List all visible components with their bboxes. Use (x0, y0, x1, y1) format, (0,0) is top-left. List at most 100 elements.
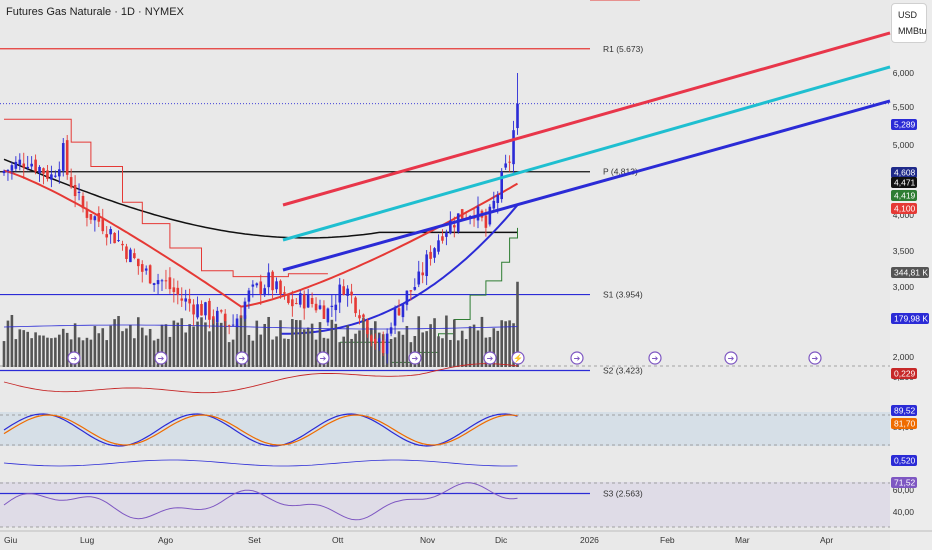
dividend-event-icon[interactable] (570, 351, 584, 365)
volume-bar (314, 339, 318, 367)
volume-bar (251, 340, 255, 367)
dividend-event-icon[interactable] (316, 351, 330, 365)
volume-bar (255, 320, 259, 367)
currency-unit-selector[interactable]: USD MMBtu (891, 3, 927, 43)
candle-body (77, 191, 81, 193)
volume-bar (192, 326, 195, 367)
candle-body (10, 165, 14, 171)
volume-bar (73, 323, 77, 367)
price-axis-tick: 2,000 (893, 352, 915, 362)
lightning-glyph: ⚡ (513, 353, 523, 363)
price-axis-tick: 4,000 (893, 210, 915, 220)
volume-bar (50, 338, 53, 367)
dividend-event-icon[interactable] (154, 351, 168, 365)
volume-bar (85, 337, 89, 367)
volume-bar (480, 316, 484, 367)
time-axis-label: Feb (660, 535, 675, 545)
volume-bar (476, 330, 480, 367)
candle-body (97, 213, 101, 222)
volume-bar (362, 317, 365, 367)
candle-body (484, 215, 488, 228)
volume-bar (441, 338, 444, 367)
dividend-event-icon[interactable] (67, 351, 81, 365)
volume-bar (271, 339, 274, 367)
volume-bar (492, 328, 496, 367)
dividend-event-icon[interactable] (483, 351, 497, 365)
candle-body (413, 287, 417, 290)
dividend-event-icon[interactable] (724, 351, 738, 365)
dividend-event-icon[interactable] (235, 351, 249, 365)
candle-body (109, 229, 112, 235)
candle-body (34, 159, 37, 172)
price-axis-tick: 6,000 (893, 68, 915, 78)
volume-bar (105, 340, 108, 367)
candle-body (322, 305, 326, 319)
candle-body (488, 206, 492, 225)
volume-bar (468, 326, 472, 367)
volume-bar (168, 336, 172, 367)
candle-body (476, 206, 480, 221)
volume-bar (429, 324, 432, 367)
trendline-blue (282, 99, 891, 272)
candle-body (342, 286, 345, 295)
candle-body (334, 304, 338, 311)
volume-bar (200, 317, 203, 367)
volume-bar (227, 342, 231, 367)
volume-bar (46, 337, 49, 367)
indicator-blue-line (3, 459, 518, 467)
volume-bar (464, 339, 468, 367)
moving-average-200 (3, 158, 518, 239)
volume-bar (22, 330, 26, 367)
volume-bar (61, 328, 65, 367)
candle-body (453, 225, 456, 228)
stochastic-k-line (3, 413, 518, 447)
candle-body (271, 271, 274, 291)
price-badge-text: 4,100 (894, 204, 916, 214)
volume-bar (212, 318, 215, 367)
volume-bar (287, 338, 290, 367)
indicator-axis-tick: 40,00 (893, 507, 915, 517)
volume-bar (184, 332, 187, 367)
volume-bar (310, 323, 314, 367)
volume-bar (219, 322, 223, 367)
arrow-glyph: ➔ (812, 354, 819, 363)
volume-bar (504, 321, 507, 367)
candle-body (235, 318, 239, 328)
pivot-level-label: S1 (3.954) (603, 290, 643, 300)
price-axis-tick: 3,000 (893, 282, 915, 292)
dividend-event-icon[interactable] (408, 351, 422, 365)
price-axis-tick: 5,500 (893, 102, 915, 112)
dividend-event-icon[interactable] (648, 351, 662, 365)
volume-bar (140, 327, 144, 367)
candle-body (306, 295, 310, 308)
candle-body (310, 297, 314, 304)
candle-body (223, 313, 227, 322)
lightning-event-icon[interactable] (511, 351, 525, 365)
candle-body (204, 302, 207, 316)
price-badge (891, 455, 917, 466)
arrow-glyph: ➔ (487, 354, 494, 363)
pivot-level-label: R1 (5.673) (603, 44, 643, 54)
candle-body (239, 316, 243, 318)
time-axis-label: Ott (332, 535, 344, 545)
time-axis-label: Ago (158, 535, 173, 545)
currency-label: USD (898, 10, 918, 20)
volume-bar (326, 338, 330, 367)
volume-bar (259, 334, 263, 367)
candle-body (2, 170, 6, 174)
dividend-event-icon[interactable] (808, 351, 822, 365)
arrow-glyph: ➔ (652, 354, 659, 363)
volume-bar (144, 335, 148, 367)
volume-bar (208, 331, 211, 367)
volume-bar (6, 320, 10, 367)
time-axis-label: Giu (4, 535, 18, 545)
candle-body (263, 288, 266, 296)
candle-body (393, 307, 397, 326)
volume-bar (101, 328, 105, 367)
volume-bar (172, 320, 176, 367)
volume-bar (235, 324, 239, 367)
time-axis-label: 2026 (580, 535, 599, 545)
time-axis-label: Apr (820, 535, 833, 545)
price-badge-text: 0,520 (894, 456, 916, 466)
